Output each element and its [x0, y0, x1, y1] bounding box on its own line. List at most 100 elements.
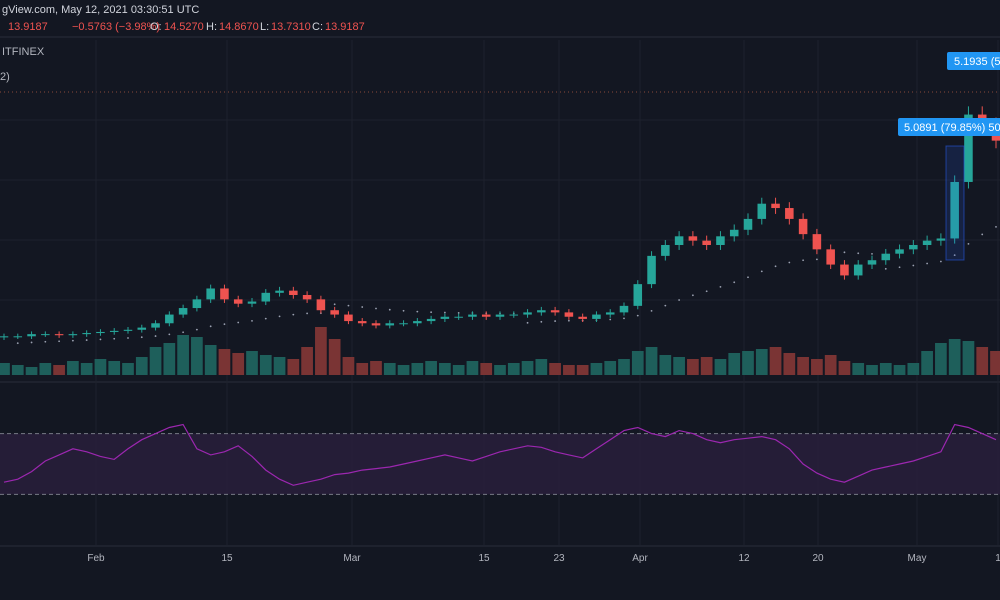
candle-body[interactable]	[289, 290, 298, 295]
candle-body[interactable]	[371, 323, 381, 326]
candle-body[interactable]	[647, 255, 656, 285]
candle-body[interactable]	[151, 323, 160, 328]
candle-body[interactable]	[426, 318, 436, 322]
candle-body[interactable]	[729, 229, 739, 237]
candle-body[interactable]	[578, 316, 587, 319]
candle-body[interactable]	[688, 236, 698, 241]
x-tick-label: May	[908, 553, 927, 564]
candle-body[interactable]	[826, 249, 835, 265]
candle-body[interactable]	[399, 323, 408, 325]
candle-body[interactable]	[798, 218, 808, 235]
sar-dot	[912, 264, 915, 267]
candle-body[interactable]	[178, 308, 188, 315]
candle-body[interactable]	[936, 238, 946, 241]
candle-body[interactable]	[509, 314, 519, 316]
candle-body[interactable]	[867, 260, 877, 265]
sar-dot	[99, 338, 102, 341]
candle-body[interactable]	[743, 218, 753, 230]
sar-dot	[264, 317, 267, 320]
candle-body[interactable]	[812, 234, 822, 250]
candle-body[interactable]	[96, 331, 105, 334]
candle-body[interactable]	[261, 292, 271, 302]
candle-body[interactable]	[481, 314, 491, 317]
candle-body[interactable]	[330, 310, 339, 315]
candle-body[interactable]	[123, 329, 133, 331]
candle-body[interactable]	[895, 249, 904, 254]
volume-bar	[535, 359, 548, 375]
header-close-label: C:	[312, 21, 323, 33]
candle-body[interactable]	[192, 299, 202, 309]
candle-body[interactable]	[413, 321, 422, 324]
candle-body[interactable]	[68, 334, 78, 336]
candle-body[interactable]	[0, 336, 9, 338]
candle-body[interactable]	[909, 245, 918, 250]
candle-body[interactable]	[344, 314, 353, 322]
sar-dot	[292, 313, 295, 316]
price-badge-mid-text: 5.0891 (79.85%) 5089	[904, 122, 1000, 134]
candle-body[interactable]	[82, 333, 91, 335]
candle-body[interactable]	[247, 301, 257, 304]
candle-body[interactable]	[468, 314, 477, 317]
volume-bar	[301, 347, 313, 375]
candle-body[interactable]	[275, 290, 284, 293]
sar-dot	[168, 333, 171, 336]
candlesticks[interactable]	[0, 106, 1000, 341]
candle-body[interactable]	[702, 240, 711, 245]
candle-body[interactable]	[674, 236, 684, 245]
candle-body[interactable]	[316, 299, 326, 311]
candle-body[interactable]	[633, 284, 643, 306]
candle-body[interactable]	[41, 334, 50, 336]
sar-dots	[16, 226, 997, 345]
candle-body[interactable]	[220, 288, 229, 300]
candle-body[interactable]	[440, 316, 450, 319]
x-axis: Feb 15 Mar 15 23 Apr 12 20 May 1	[87, 553, 1000, 564]
candle-body[interactable]	[619, 305, 629, 313]
sar-dot	[306, 312, 309, 315]
candle-body[interactable]	[302, 295, 312, 300]
candle-body[interactable]	[881, 253, 891, 261]
candle-body[interactable]	[771, 203, 780, 209]
x-tick-label: Feb	[87, 553, 105, 564]
x-tick-label: Mar	[343, 553, 361, 564]
candle-body[interactable]	[27, 334, 36, 337]
sar-dot	[926, 262, 929, 265]
sar-dot	[154, 335, 157, 337]
sar-dot	[361, 306, 364, 308]
candle-body[interactable]	[357, 321, 367, 324]
volume-bar	[962, 341, 975, 375]
candle-body[interactable]	[54, 334, 64, 336]
candle-body[interactable]	[165, 314, 174, 324]
x-tick-label: 23	[553, 553, 565, 564]
candle-body[interactable]	[550, 310, 560, 313]
candle-body[interactable]	[537, 310, 546, 313]
candle-body[interactable]	[137, 327, 147, 330]
rsi-band	[0, 433, 1000, 495]
candle-body[interactable]	[13, 336, 23, 338]
volume-bar	[824, 355, 837, 375]
sar-dot	[402, 309, 405, 312]
candle-body[interactable]	[716, 236, 725, 245]
candle-body[interactable]	[661, 245, 670, 256]
candle-body[interactable]	[757, 203, 767, 219]
candle-body[interactable]	[950, 181, 959, 239]
candle-body[interactable]	[495, 314, 505, 317]
candle-body[interactable]	[523, 312, 532, 315]
header-open-label: O:	[150, 21, 162, 33]
volume-bar	[838, 361, 851, 375]
candle-body[interactable]	[853, 264, 863, 276]
candle-body[interactable]	[385, 323, 395, 326]
candle-body[interactable]	[206, 288, 215, 300]
candle-body[interactable]	[454, 316, 463, 318]
candle-body[interactable]	[922, 240, 932, 245]
candle-body[interactable]	[605, 312, 615, 315]
candle-body[interactable]	[109, 330, 119, 332]
candle-body[interactable]	[564, 312, 574, 317]
candle-body[interactable]	[840, 264, 849, 276]
candle-body[interactable]	[964, 114, 973, 182]
candle-body[interactable]	[785, 208, 794, 219]
volume-bar	[67, 361, 79, 375]
volume-bar	[645, 347, 658, 375]
candle-body[interactable]	[592, 314, 601, 319]
candle-body[interactable]	[233, 299, 243, 304]
